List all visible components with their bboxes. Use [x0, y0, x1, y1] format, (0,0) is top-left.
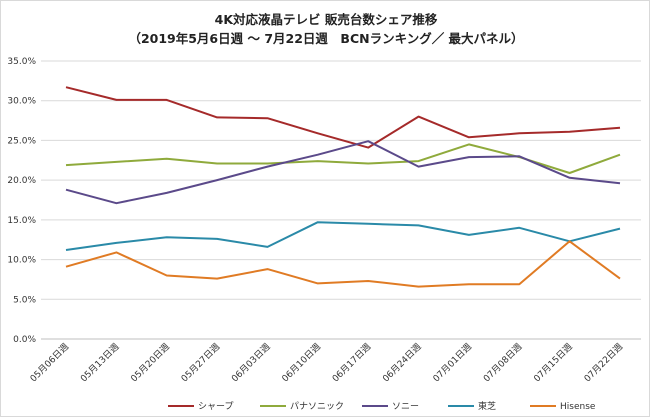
series-line — [65, 140, 621, 205]
y-tick-label: 15.0% — [7, 216, 36, 226]
x-tick-label: 07月22日週 — [582, 341, 625, 384]
y-tick-label: 0.0% — [13, 335, 36, 345]
y-tick-label: 25.0% — [7, 136, 36, 146]
x-tick-label: 05月13日週 — [78, 341, 121, 384]
chart-subtitle: （2019年5月6日週 ～ 7月22日週 BCNランキング／ 最大パネル） — [128, 31, 524, 46]
y-tick-label: 10.0% — [7, 256, 36, 266]
series-line — [65, 86, 621, 149]
x-tick-label: 06月10日週 — [280, 341, 323, 384]
legend-label: パナソニック — [290, 401, 344, 412]
x-tick-label: 07月01日週 — [431, 341, 474, 384]
x-tick-label: 06月03日週 — [230, 341, 273, 384]
y-tick-label: 5.0% — [13, 295, 36, 305]
legend-label: ソニー — [392, 402, 419, 412]
y-tick-label: 20.0% — [7, 176, 36, 186]
y-tick-label: 30.0% — [7, 97, 36, 107]
legend-label: Hisense — [560, 402, 596, 412]
x-tick-label: 07月08日週 — [481, 341, 524, 384]
series-line — [65, 240, 621, 288]
legend-label: シャープ — [198, 401, 233, 412]
x-tick-label: 05月06日週 — [28, 341, 71, 384]
chart-title: 4K対応液晶テレビ 販売台数シェア推移 — [214, 12, 438, 27]
legend-label: 東芝 — [478, 400, 496, 412]
x-tick-label: 07月15日週 — [532, 341, 575, 384]
y-tick-label: 35.0% — [7, 57, 36, 67]
x-tick-label: 05月27日週 — [179, 341, 222, 384]
x-tick-label: 05月20日週 — [129, 341, 172, 384]
series-line — [65, 221, 621, 251]
x-tick-label: 06月17日週 — [330, 341, 373, 384]
x-tick-label: 06月24日週 — [381, 341, 424, 384]
